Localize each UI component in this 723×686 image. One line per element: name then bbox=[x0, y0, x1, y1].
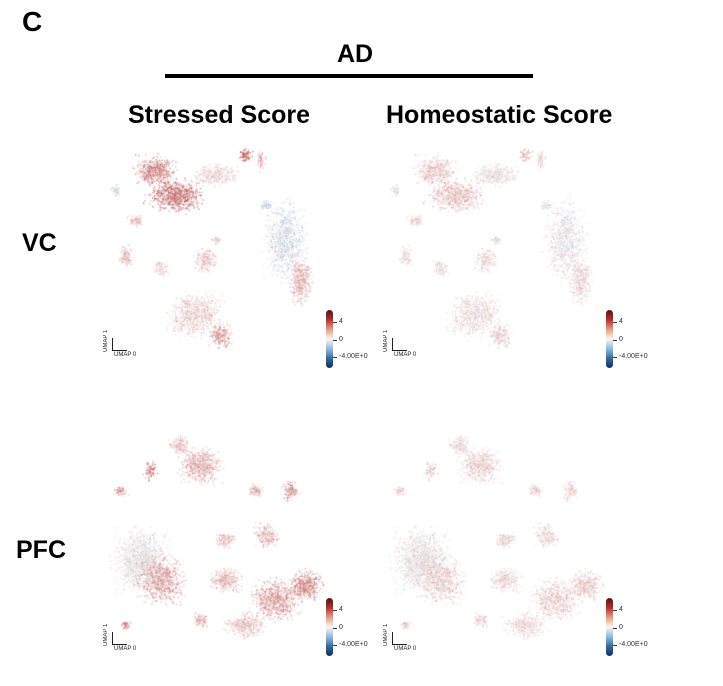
colorbar-tick-label: -4.00E+0 bbox=[613, 353, 648, 360]
y-axis-label: UMAP 1 bbox=[103, 329, 109, 352]
x-axis-label: UMAP 0 bbox=[114, 352, 137, 358]
colorbar bbox=[606, 310, 613, 368]
row-label-pfc: PFC bbox=[16, 536, 66, 564]
umap-axes-indicator bbox=[392, 632, 407, 645]
y-axis-label: UMAP 1 bbox=[383, 329, 389, 352]
colorbar-tick-label: 0 bbox=[613, 624, 623, 631]
colorbar-tick-label: -4.00E+0 bbox=[333, 353, 368, 360]
umap-axes-indicator bbox=[112, 338, 127, 351]
x-axis-label: UMAP 0 bbox=[114, 646, 137, 652]
x-axis-label: UMAP 0 bbox=[394, 646, 417, 652]
column-title-stressed: Stressed Score bbox=[128, 101, 311, 129]
colorbar-tick-label: 4 bbox=[333, 606, 343, 613]
umap-axes-indicator bbox=[392, 338, 407, 351]
y-axis-label: UMAP 1 bbox=[103, 623, 109, 646]
group-underline bbox=[165, 74, 533, 78]
umap-scatter-vc-homeostatic bbox=[385, 140, 615, 370]
umap-scatter-pfc-stressed bbox=[105, 430, 335, 660]
umap-scatter-pfc-homeostatic bbox=[385, 430, 615, 660]
x-axis-label: UMAP 0 bbox=[394, 352, 417, 358]
colorbar-tick-label: 0 bbox=[613, 336, 623, 343]
colorbar-tick-label: 4 bbox=[613, 318, 623, 325]
panel-letter: C bbox=[22, 6, 43, 37]
group-title: AD bbox=[336, 40, 374, 68]
colorbar-tick-label: 4 bbox=[613, 606, 623, 613]
colorbar-tick-label: 4 bbox=[333, 318, 343, 325]
colorbar-tick-label: -4.00E+0 bbox=[613, 641, 648, 648]
colorbar-tick-label: -4.00E+0 bbox=[333, 641, 368, 648]
colorbar bbox=[326, 310, 333, 368]
y-axis-label: UMAP 1 bbox=[383, 623, 389, 646]
umap-scatter-vc-stressed bbox=[105, 140, 335, 370]
umap-axes-indicator bbox=[112, 632, 127, 645]
colorbar-tick-label: 0 bbox=[333, 624, 343, 631]
colorbar bbox=[326, 598, 333, 656]
colorbar bbox=[606, 598, 613, 656]
column-title-homeostatic: Homeostatic Score bbox=[386, 101, 613, 129]
row-label-vc: VC bbox=[22, 229, 57, 257]
colorbar-tick-label: 0 bbox=[333, 336, 343, 343]
